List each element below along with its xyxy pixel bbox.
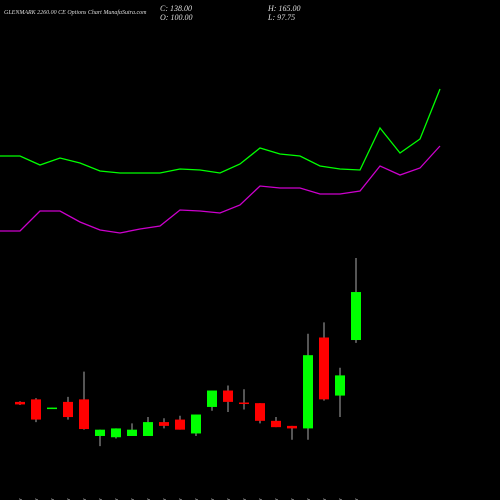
x-tick-label: 09 Apr: [194, 497, 200, 500]
x-tick-label: 07 Apr: [162, 497, 168, 500]
candle-body: [143, 422, 153, 436]
indicator-line: [0, 145, 441, 234]
x-tick-label: 15 Apr: [226, 497, 232, 500]
candle-body: [111, 428, 121, 438]
x-tick-label: 25 Apr: [338, 497, 344, 500]
candle-body: [127, 429, 137, 436]
candle-body: [207, 390, 217, 407]
x-tick-label: 24 Mar: [33, 497, 40, 500]
x-tick-label: 26 Mar: [66, 497, 72, 500]
chart-title: GLENMARK 2260.00 CE Options Chart Munafa…: [4, 9, 147, 16]
candle-body: [303, 355, 313, 429]
low-label: L: 97.75: [267, 13, 295, 22]
candle-body: [79, 399, 89, 430]
x-tick-label: 28 Apr: [354, 497, 360, 500]
x-tick-label: 23 Mar: [18, 497, 24, 500]
candle-body: [335, 375, 345, 396]
candle-body: [239, 402, 249, 405]
candle-body: [63, 401, 73, 418]
candle-body: [175, 419, 185, 430]
x-tick-label: 22 Apr: [290, 497, 296, 500]
candle-body: [31, 399, 41, 420]
x-tick-label: 25 Mar: [50, 497, 56, 500]
candle-body: [47, 407, 57, 410]
indicator-line: [0, 88, 441, 174]
x-tick-label: 21 Apr: [274, 497, 280, 500]
x-tick-label: 04 Apr: [145, 497, 152, 500]
candle-body: [191, 414, 201, 434]
close-label: C: 138.00: [160, 4, 192, 13]
candle-body: [287, 425, 297, 429]
x-tick-label: 01 Apr: [98, 497, 104, 500]
x-tick-label: 02 Apr: [114, 497, 120, 500]
x-tick-label: 24 Apr: [321, 497, 328, 500]
candle-body: [223, 390, 233, 402]
x-tick-label: 23 Apr: [306, 497, 312, 500]
x-tick-label: 08 Apr: [178, 497, 184, 500]
candle-body: [255, 403, 265, 421]
candle-body: [271, 420, 281, 428]
candle-body: [159, 422, 169, 426]
open-label: O: 100.00: [160, 13, 192, 22]
high-label: H: 165.00: [267, 4, 300, 13]
x-tick-label: 28 Mar: [82, 497, 88, 500]
candle-body: [95, 429, 105, 436]
x-tick-label: 16 Apr: [242, 497, 248, 500]
candle-body: [319, 337, 329, 400]
x-tick-label: 11 Apr: [210, 497, 216, 500]
x-tick-label: 17 Apr: [258, 497, 264, 500]
x-tick-label: 03 Apr: [130, 497, 136, 500]
candle-body: [351, 292, 361, 341]
candle-body: [15, 401, 25, 405]
